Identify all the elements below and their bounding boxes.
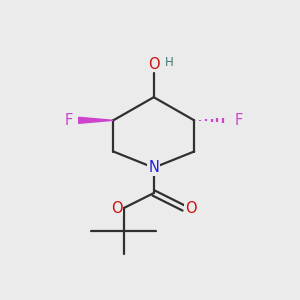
- Text: O: O: [185, 201, 197, 216]
- Text: O: O: [111, 201, 123, 216]
- Text: H: H: [165, 56, 174, 69]
- Polygon shape: [79, 117, 113, 123]
- Text: O: O: [148, 57, 160, 72]
- Text: F: F: [65, 113, 73, 128]
- Text: N: N: [148, 160, 159, 175]
- Text: F: F: [235, 113, 243, 128]
